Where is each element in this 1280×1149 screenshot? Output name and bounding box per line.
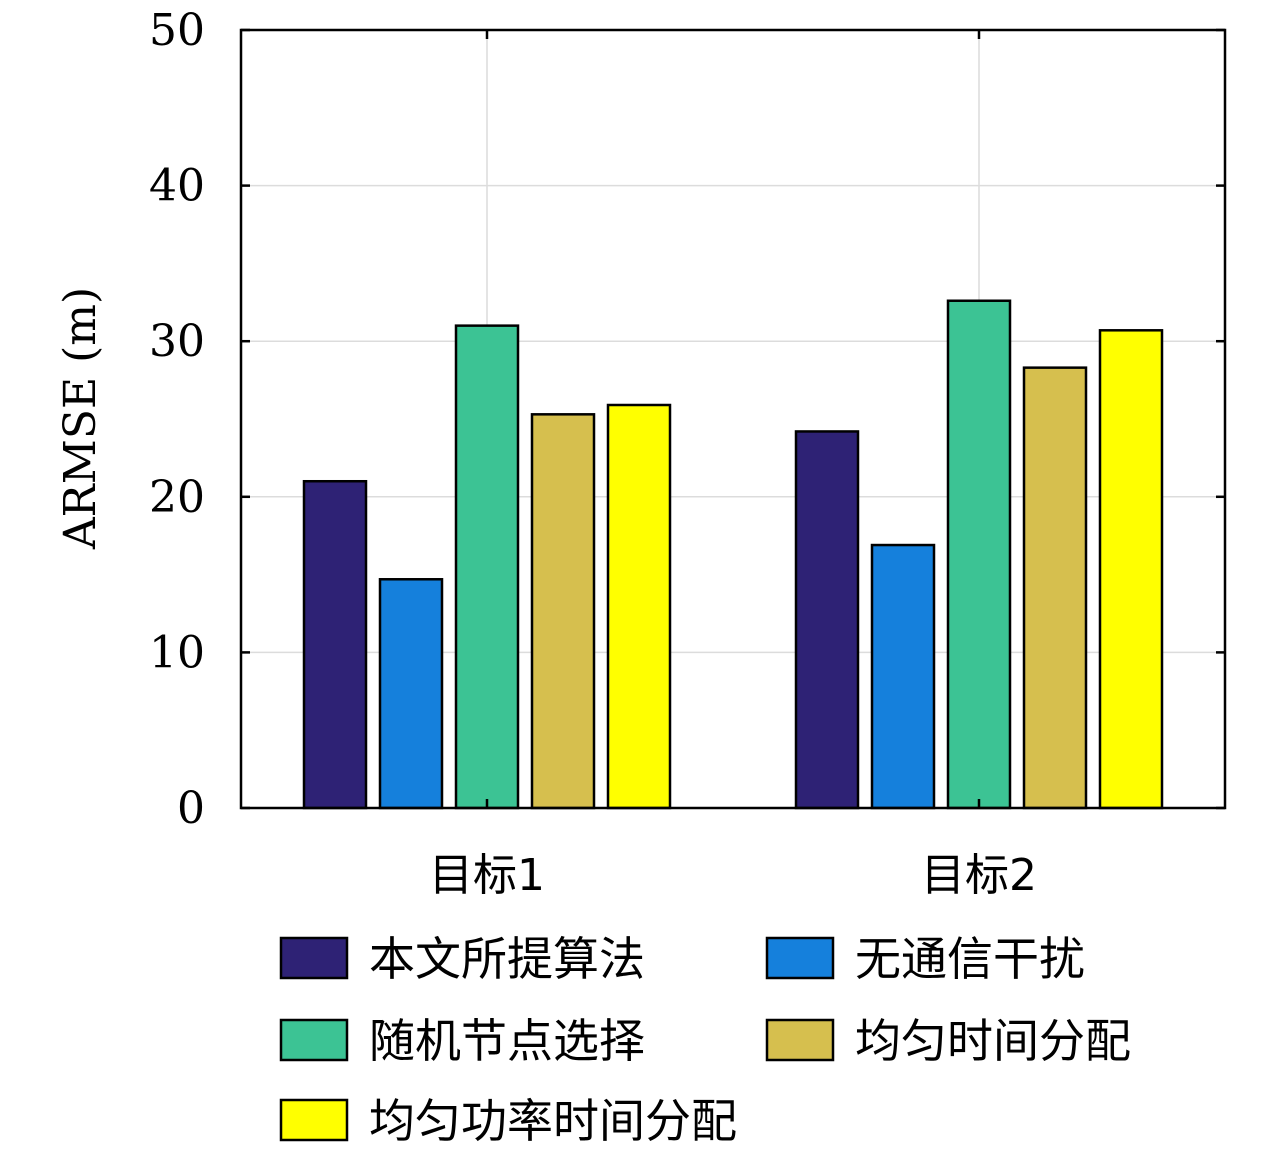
legend-swatch — [765, 936, 835, 980]
legend-label: 均匀功率时间分配 — [369, 1094, 737, 1148]
bar — [794, 430, 860, 810]
x-category-labels: 目标1 目标2 — [429, 850, 1037, 901]
bar — [946, 299, 1012, 810]
axis-ticks — [241, 28, 1225, 810]
y-tick-labels: 0 10 20 30 40 50 — [149, 5, 205, 834]
bar — [1022, 366, 1088, 810]
legend-label: 均匀时间分配 — [855, 1014, 1131, 1068]
plot-frame — [239, 28, 1227, 810]
bar — [302, 479, 368, 810]
legend-item: 均匀时间分配 — [765, 1014, 1131, 1068]
y-tick-label: 30 — [149, 316, 205, 367]
y-tick-label: 50 — [149, 5, 205, 56]
bar — [530, 413, 596, 810]
bar — [454, 324, 520, 810]
x-category-label: 目标2 — [921, 850, 1037, 901]
legend-item: 随机节点选择 — [279, 1014, 645, 1068]
legend-swatch — [279, 1098, 349, 1142]
legend-item: 无通信干扰 — [765, 932, 1085, 986]
y-tick-label: 10 — [149, 627, 205, 678]
x-category-label: 目标1 — [429, 850, 545, 901]
legend-label: 本文所提算法 — [369, 932, 645, 986]
y-axis-title: ARMSE (m) — [55, 287, 106, 550]
bar — [606, 403, 672, 810]
legend-swatch — [765, 1018, 835, 1062]
y-tick-label: 0 — [177, 783, 205, 834]
legend-item: 本文所提算法 — [279, 932, 645, 986]
y-tick-label: 40 — [149, 161, 205, 212]
bar — [378, 578, 444, 810]
legend-label: 无通信干扰 — [855, 932, 1085, 986]
bar — [870, 543, 936, 810]
bar — [1098, 329, 1164, 810]
legend-swatch — [279, 936, 349, 980]
y-tick-label: 20 — [149, 472, 205, 523]
bars — [302, 299, 1164, 810]
legend-label: 随机节点选择 — [369, 1014, 645, 1068]
legend-swatch — [279, 1018, 349, 1062]
legend-item: 均匀功率时间分配 — [279, 1094, 737, 1148]
